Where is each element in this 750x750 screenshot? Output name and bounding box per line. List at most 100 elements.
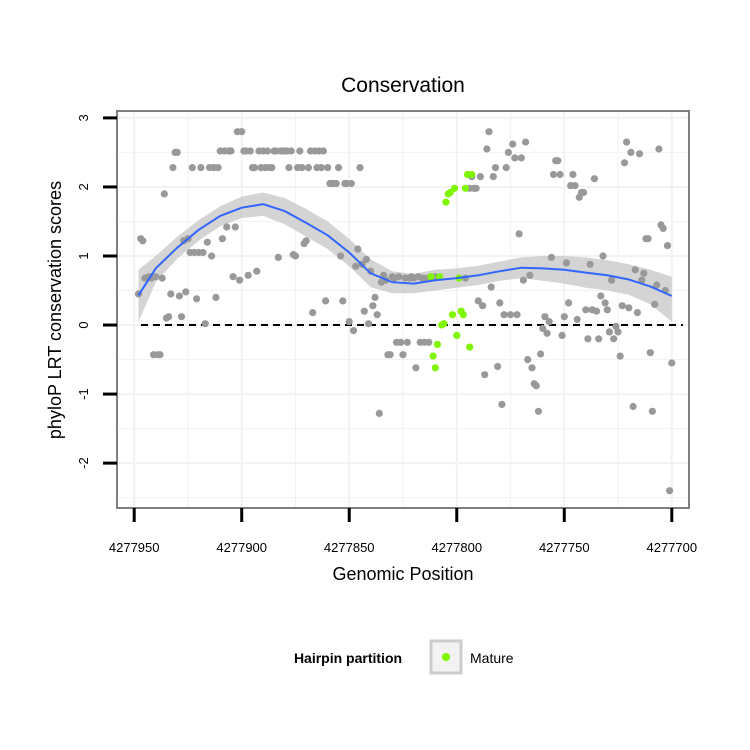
point-other xyxy=(362,255,370,263)
point-other xyxy=(268,164,276,172)
point-other xyxy=(177,313,186,321)
point-other xyxy=(472,184,480,192)
point-other xyxy=(483,145,491,153)
point-other xyxy=(373,311,381,319)
x-tick-label: 4277850 xyxy=(324,540,375,555)
point-mature xyxy=(448,311,457,319)
point-other xyxy=(646,349,654,357)
point-other xyxy=(506,311,515,319)
point-other xyxy=(558,331,566,339)
point-mature xyxy=(461,184,469,192)
y-axis-title: phyloP LRT conservation scores xyxy=(45,181,65,439)
point-other xyxy=(537,350,545,358)
point-other xyxy=(139,237,147,245)
point-other xyxy=(395,273,403,281)
smooth-fit-line xyxy=(137,203,673,297)
point-other xyxy=(246,147,254,155)
y-tick-label: 1 xyxy=(76,252,91,259)
point-mature xyxy=(431,364,439,372)
point-mature xyxy=(429,352,437,360)
point-other xyxy=(532,382,540,390)
x-tick-label: 4277800 xyxy=(431,540,482,555)
point-other xyxy=(152,273,160,281)
point-other xyxy=(556,170,564,179)
point-other xyxy=(640,269,648,277)
point-other xyxy=(479,302,487,310)
x-tick-label: 4277750 xyxy=(539,540,590,555)
point-other xyxy=(502,164,510,172)
point-mature xyxy=(459,311,467,319)
point-other xyxy=(504,148,512,156)
point-other xyxy=(601,299,609,307)
point-other xyxy=(165,313,173,321)
point-other xyxy=(302,237,310,245)
point-other xyxy=(595,335,603,343)
point-other xyxy=(627,148,635,156)
legend-key-mature xyxy=(442,653,450,661)
point-other xyxy=(597,292,605,300)
point-other xyxy=(560,313,568,321)
point-other xyxy=(633,309,642,317)
point-other xyxy=(214,164,222,172)
point-other xyxy=(197,164,205,172)
point-other xyxy=(304,164,312,172)
point-other xyxy=(201,320,209,328)
point-other xyxy=(193,295,201,303)
point-mature xyxy=(433,340,441,348)
legend-title: Hairpin partition xyxy=(294,650,402,666)
point-other xyxy=(317,164,325,172)
point-other xyxy=(274,253,282,261)
point-other xyxy=(399,351,407,359)
point-other xyxy=(554,157,562,165)
point-other xyxy=(648,407,657,415)
point-other xyxy=(543,329,551,337)
point-other xyxy=(584,335,592,343)
point-other xyxy=(573,315,581,324)
point-other xyxy=(251,164,259,172)
point-other xyxy=(571,182,579,190)
point-other xyxy=(534,407,543,415)
point-other xyxy=(231,223,239,231)
point-other xyxy=(158,274,166,282)
y-tick-label: 3 xyxy=(76,114,91,121)
point-mature xyxy=(468,170,476,179)
point-other xyxy=(160,190,168,198)
point-other xyxy=(489,173,497,181)
point-other xyxy=(586,260,594,268)
point-other xyxy=(182,288,190,296)
point-other xyxy=(199,248,207,257)
point-other xyxy=(324,164,332,172)
point-other xyxy=(644,235,652,243)
point-other xyxy=(612,322,620,330)
point-other xyxy=(287,147,295,155)
point-other xyxy=(334,164,343,172)
point-mature xyxy=(427,273,435,281)
point-other xyxy=(227,147,235,155)
point-other xyxy=(562,259,571,267)
point-other xyxy=(496,299,504,307)
point-other xyxy=(375,409,383,417)
point-other xyxy=(603,306,611,314)
point-other xyxy=(386,351,394,359)
point-other xyxy=(397,338,405,346)
point-mature xyxy=(442,198,450,206)
point-other xyxy=(360,307,368,315)
point-mature xyxy=(436,273,444,281)
point-other xyxy=(582,306,590,314)
point-mature xyxy=(451,184,459,192)
point-other xyxy=(263,147,272,155)
point-other xyxy=(524,356,532,364)
point-other xyxy=(371,293,379,301)
x-axis-title: Genomic Position xyxy=(332,564,473,584)
point-other xyxy=(590,175,599,183)
point-other xyxy=(666,487,674,495)
point-other xyxy=(339,297,347,305)
point-other xyxy=(347,179,355,188)
point-other xyxy=(322,297,330,305)
point-other xyxy=(223,223,231,231)
point-other xyxy=(298,164,306,172)
point-mature xyxy=(453,331,461,339)
point-mature xyxy=(440,320,448,328)
point-other xyxy=(291,252,300,260)
point-other xyxy=(663,242,672,250)
